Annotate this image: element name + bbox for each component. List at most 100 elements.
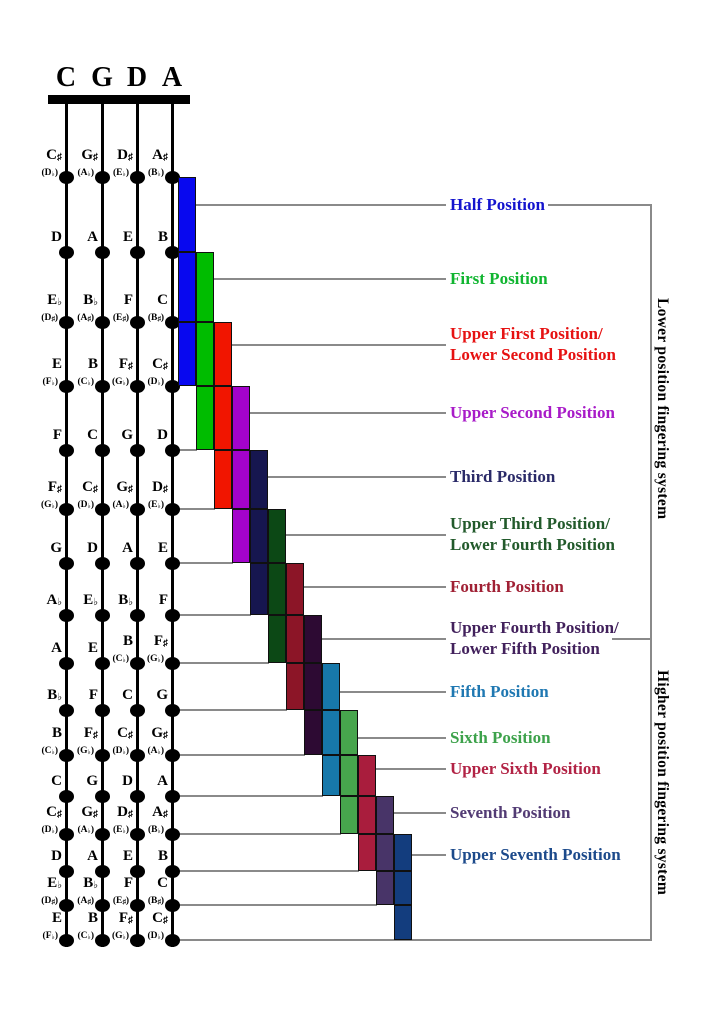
position-bar-segment: [196, 322, 214, 386]
note-label: C♯: [117, 725, 133, 742]
fret-dot: [58, 556, 74, 570]
note-alt-label: (F♭): [42, 931, 58, 941]
note-label: B♭: [83, 875, 98, 892]
fret-dot: [94, 502, 110, 516]
position-connector: [196, 204, 446, 206]
note-label: D: [87, 540, 98, 556]
note-alt-label: (E♭): [148, 500, 164, 510]
note-alt-label: (E♯): [112, 313, 129, 323]
row-line: [174, 904, 377, 906]
position-bar-segment: [376, 834, 394, 871]
position-bar-segment: [286, 563, 304, 615]
note-label: D♯: [152, 479, 168, 496]
note-alt-label: (D♭): [77, 500, 94, 510]
position-label: Upper Seventh Position: [450, 845, 621, 864]
position-bar-segment: [250, 563, 268, 615]
position-bar-segment: [322, 755, 340, 796]
note-alt-label: (D♭): [147, 931, 164, 941]
fret-dot: [58, 443, 74, 457]
position-bar-segment: [250, 450, 268, 509]
fret-dot: [58, 933, 74, 947]
position-bar-segment: [232, 450, 250, 509]
note-label: A: [87, 229, 98, 245]
fret-dot: [58, 864, 74, 878]
note-label: G♯: [116, 479, 133, 496]
fret-dot: [58, 898, 74, 912]
note-alt-label: (D♭): [112, 746, 129, 756]
note-alt-label: (G♭): [111, 377, 129, 387]
string-line: [170, 95, 174, 947]
note-alt-label: (E♭): [113, 168, 129, 178]
note-alt-label: (B♭): [148, 168, 164, 178]
position-bar-segment: [340, 710, 358, 755]
position-connector: [232, 344, 446, 346]
fret-dot: [94, 703, 110, 717]
note-alt-label: (A♭): [112, 500, 129, 510]
note-label: C: [157, 292, 168, 308]
note-label: G: [86, 773, 98, 789]
fret-dot: [164, 608, 180, 622]
note-label: G♯: [81, 147, 98, 164]
position-label: Seventh Position: [450, 803, 571, 822]
note-alt-label: (B♭): [148, 825, 164, 835]
position-connector: [322, 638, 446, 640]
position-connector: [412, 854, 446, 856]
fret-dot: [129, 379, 145, 393]
position-bar-segment: [232, 509, 250, 563]
note-label: D: [122, 773, 133, 789]
note-label: D: [157, 427, 168, 443]
fret-dot: [94, 170, 110, 184]
note-label: C♯: [152, 910, 168, 927]
note-alt-label: (D♭): [41, 825, 58, 835]
position-bar-segment: [268, 563, 286, 615]
position-bar-segment: [358, 755, 376, 796]
note-label: C: [122, 687, 133, 703]
fret-dot: [58, 789, 74, 803]
note-alt-label: (B♯): [147, 313, 164, 323]
position-label: Upper Third Position/Lower Fourth Positi…: [450, 514, 615, 554]
fret-dot: [164, 789, 180, 803]
note-alt-label: (A♯): [77, 313, 94, 323]
note-label: E: [122, 229, 133, 245]
note-label: C♯: [46, 804, 62, 821]
position-bar-segment: [304, 710, 322, 755]
position-connector: [214, 278, 446, 280]
position-bar-segment: [340, 796, 358, 834]
fret-dot: [129, 315, 145, 329]
position-bar-segment: [214, 450, 232, 509]
position-bar-segment: [394, 834, 412, 871]
position-label: Upper Second Position: [450, 403, 615, 422]
note-label: B: [87, 910, 98, 926]
note-label: E: [51, 910, 62, 926]
fret-dot: [94, 656, 110, 670]
position-bar-segment: [286, 663, 304, 710]
fret-dot: [129, 556, 145, 570]
note-alt-label: (A♭): [147, 746, 164, 756]
fret-dot: [58, 170, 74, 184]
note-label: A: [157, 773, 168, 789]
note-label: A: [51, 640, 62, 656]
note-label: F♯: [118, 910, 133, 927]
note-alt-label: (C♭): [77, 931, 94, 941]
fret-dot: [58, 379, 74, 393]
fret-dot: [129, 748, 145, 762]
fret-dot: [58, 502, 74, 516]
note-label: F: [123, 875, 133, 891]
note-alt-label: (E♭): [113, 825, 129, 835]
row-line: [174, 508, 215, 510]
note-label: G: [50, 540, 62, 556]
note-label: B: [157, 229, 168, 245]
note-label: F♯: [47, 479, 62, 496]
position-bar-segment: [304, 615, 322, 663]
note-label: A: [122, 540, 133, 556]
fret-dot: [164, 556, 180, 570]
lower-system-label: Lower position fingering system: [654, 298, 671, 520]
note-label: B: [157, 848, 168, 864]
note-alt-label: (G♭): [40, 500, 58, 510]
position-bar-segment: [268, 509, 286, 563]
position-bar-segment: [196, 386, 214, 450]
row-line: [174, 662, 269, 664]
fret-dot: [58, 703, 74, 717]
note-label: B: [51, 725, 62, 741]
position-label: Fifth Position: [450, 682, 549, 701]
